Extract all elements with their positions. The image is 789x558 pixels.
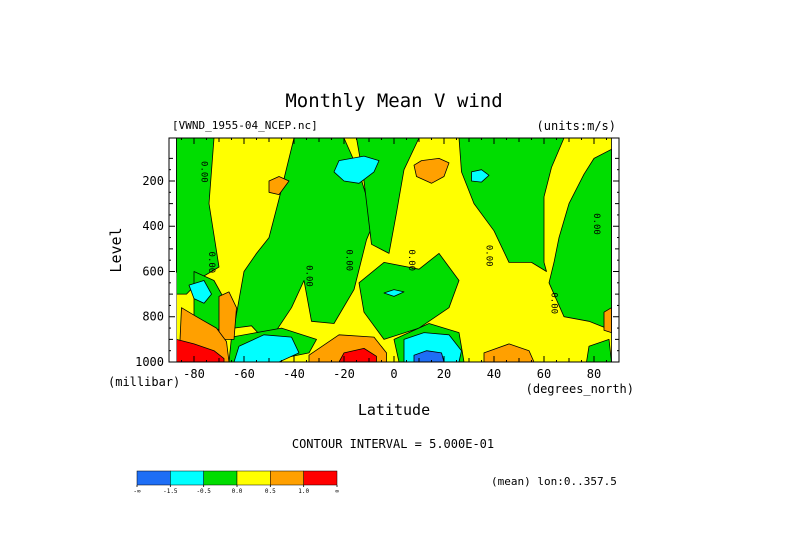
- colorbar-swatch: [170, 470, 204, 486]
- x-tick-label: 0: [390, 367, 397, 381]
- contour-label: 0.00: [484, 245, 494, 267]
- colorbar: -∞ -1.5 -0.5 0.0 0.5 1.0 ∞: [133, 470, 339, 495]
- y-axis: 200 400 600 800 1000: [135, 157, 619, 369]
- x-axis: -80 -60 -40 -20 0 20 40 60 80: [168, 138, 620, 381]
- contour-region: [188, 280, 212, 304]
- x-tick-label: -80: [183, 367, 205, 381]
- colorbar-swatch: [236, 470, 271, 486]
- contour-region: [383, 289, 405, 297]
- contour-region: [471, 169, 490, 183]
- y-units-label: (millibar): [108, 375, 180, 389]
- contour-region: [358, 252, 460, 340]
- colorbar-tick-label: 0.5: [265, 488, 276, 495]
- contour-region: [176, 137, 220, 295]
- x-tick-label: 20: [437, 367, 451, 381]
- y-tick-label: 400: [142, 219, 164, 233]
- y-axis-label: Level: [107, 227, 125, 272]
- x-tick-label: -60: [233, 367, 255, 381]
- y-tick-label: 1000: [135, 355, 164, 369]
- x-axis-label: Latitude: [358, 401, 430, 419]
- contour-region: [338, 347, 377, 363]
- colorbar-swatch: [303, 470, 338, 486]
- colorbar-tick-label: -∞: [133, 488, 141, 495]
- x-tick-label: -40: [283, 367, 305, 381]
- contour-labels: 0.00 0.00 0.00 0.00 0.00 0.00 0.00 0.00: [199, 161, 602, 314]
- y-tick-label: 800: [142, 310, 164, 324]
- colorbar-swatch: [136, 470, 171, 486]
- contour-region: [413, 350, 445, 363]
- contour-label: 0.00: [344, 249, 354, 271]
- x-tick-label: -20: [333, 367, 355, 381]
- contour-region: [483, 343, 535, 363]
- contour-label: 0.00: [206, 252, 216, 274]
- dataset-label: [VWND_1955-04_NCEP.nc]: [172, 119, 318, 132]
- contour-region: [233, 137, 375, 340]
- contour-label: 0.00: [304, 265, 314, 287]
- x-tick-label: 40: [487, 367, 501, 381]
- colorbar-tick-label: -1.5: [163, 488, 178, 495]
- contour-label: 0.00: [549, 292, 559, 314]
- plot-area: [169, 137, 612, 363]
- y-tick-label: 600: [142, 264, 164, 278]
- units-label: (units:m/s): [537, 119, 616, 133]
- colorbar-swatch: [203, 470, 238, 486]
- x-tick-label: 80: [587, 367, 601, 381]
- x-units-label: (degrees_north): [526, 382, 634, 396]
- contour-region: [169, 272, 177, 362]
- colorbar-swatch: [270, 470, 304, 486]
- contour-region: [333, 155, 380, 184]
- colorbar-tick-label: -0.5: [196, 488, 211, 495]
- colorbar-tick-label: ∞: [335, 488, 339, 495]
- contour-region: [413, 157, 450, 184]
- contour-region: [268, 176, 290, 196]
- contour-region: [603, 307, 612, 334]
- mean-label: (mean) lon:0..357.5: [491, 475, 617, 488]
- contour-region: [548, 148, 612, 331]
- colorbar-tick-label: 1.0: [298, 488, 309, 495]
- chart-title: Monthly Mean V wind: [285, 90, 502, 112]
- contour-label: 0.00: [591, 213, 601, 235]
- contour-region: [458, 137, 565, 272]
- x-tick-label: 60: [537, 367, 551, 381]
- contour-label: 0.00: [199, 161, 209, 183]
- y-tick-label: 200: [142, 174, 164, 188]
- contour-interval-label: CONTOUR INTERVAL = 5.000E-01: [292, 437, 494, 451]
- colorbar-tick-label: 0.0: [232, 488, 243, 495]
- contour-label: 0.00: [406, 249, 416, 271]
